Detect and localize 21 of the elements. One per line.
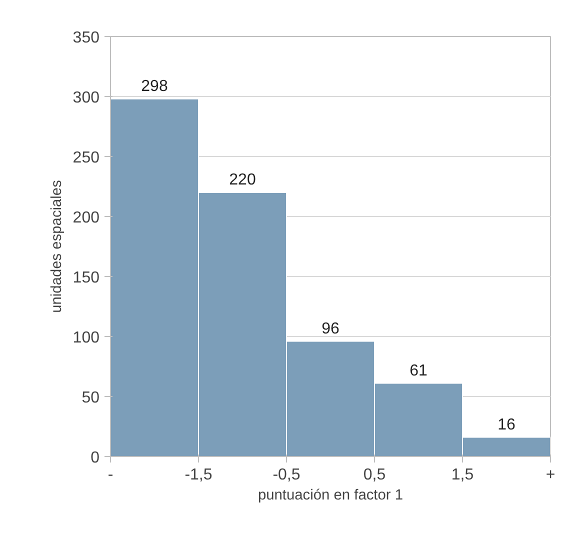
y-tick-label: 100 <box>72 330 100 346</box>
y-tick-label: 200 <box>72 210 100 226</box>
x-tick-label: - <box>108 466 114 484</box>
data-label: 298 <box>141 78 168 95</box>
y-tick-label: 300 <box>72 90 100 106</box>
data-label: 61 <box>410 362 428 380</box>
y-tick-label: 350 <box>72 30 100 46</box>
y-tick-label: 150 <box>72 270 100 286</box>
x-tick-label: 1,5 <box>451 466 474 484</box>
x-tick-label: 0,5 <box>363 466 386 484</box>
data-label: 220 <box>229 172 256 188</box>
y-tick-label: 0 <box>90 450 100 466</box>
x-tick-label: -0,5 <box>272 466 300 484</box>
x-axis-title: puntuación en factor 1 <box>258 488 404 504</box>
x-tick-label: -1,5 <box>184 466 212 484</box>
x-tick-label: + <box>546 466 556 484</box>
y-axis-title: unidades espaciales <box>48 180 65 313</box>
data-label: 96 <box>322 320 340 338</box>
y-tick-label: 50 <box>82 390 100 406</box>
data-label: 16 <box>498 416 516 434</box>
y-tick-label: 250 <box>72 150 100 166</box>
